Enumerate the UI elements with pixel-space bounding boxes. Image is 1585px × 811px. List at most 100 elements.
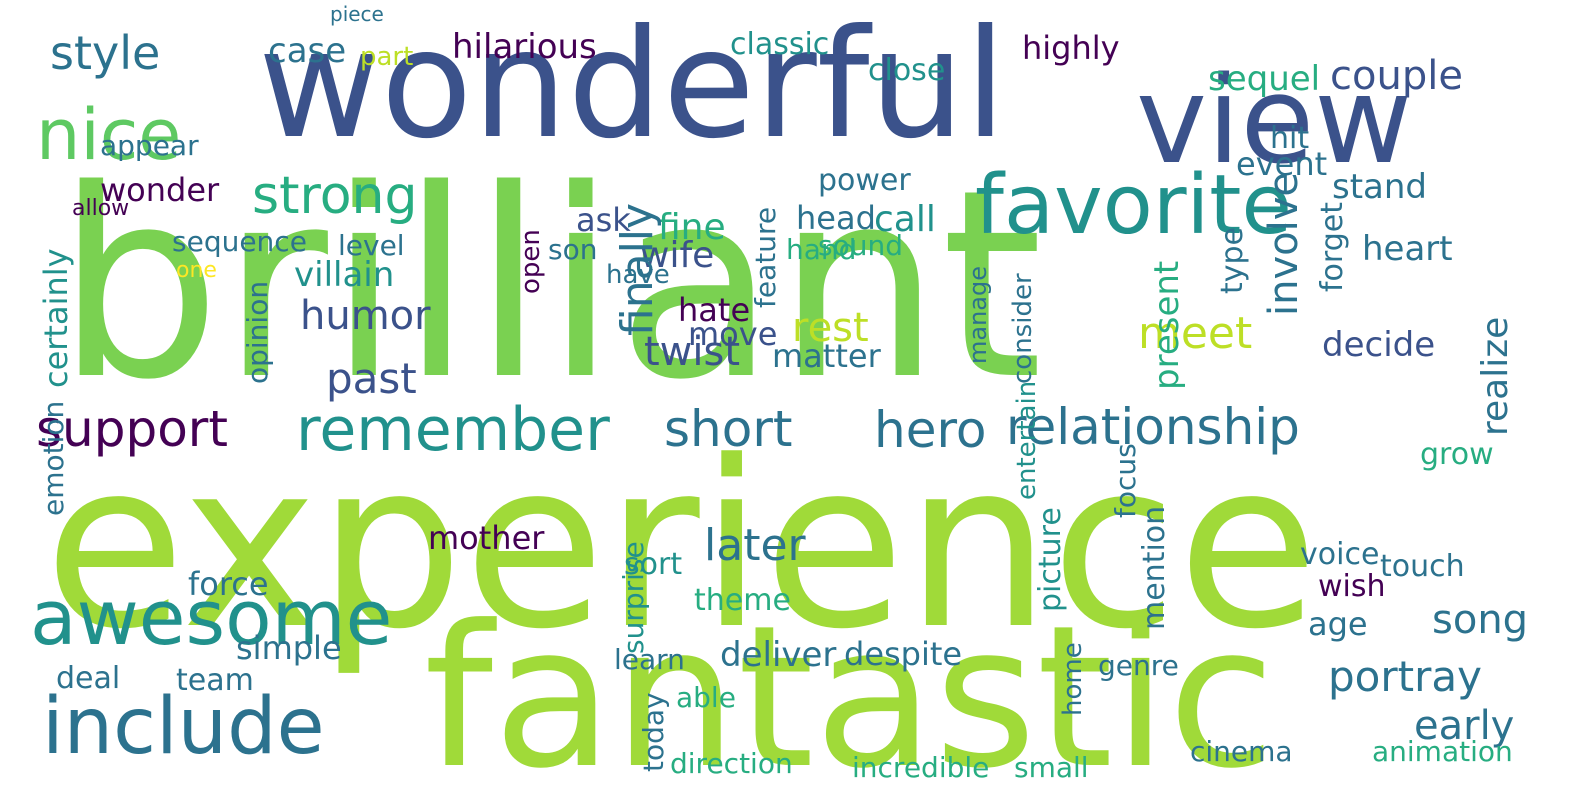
word-emotion: emotion (37, 400, 70, 516)
word-today: today (637, 692, 670, 772)
word-entertain: entertain (1012, 380, 1042, 500)
word-one: one (176, 258, 217, 283)
word-level: level (338, 229, 405, 262)
word-sound: sound (818, 229, 903, 262)
word-realize: realize (1475, 316, 1516, 436)
word-awesome: awesome (30, 573, 393, 662)
word-support: support (36, 400, 228, 458)
word-meet: meet (1138, 308, 1253, 359)
word-style: style (50, 26, 161, 80)
word-involve: involve (1261, 171, 1307, 316)
word-incredible: incredible (852, 751, 990, 784)
word-wonder: wonder (100, 171, 220, 209)
word-sort: sort (624, 547, 683, 582)
word-small: small (1014, 751, 1089, 784)
word-hit: hit (1270, 121, 1310, 156)
word-animation: animation (1372, 735, 1513, 768)
word-forget: forget (1315, 202, 1350, 292)
word-allow: allow (72, 196, 130, 221)
word-picture: picture (1033, 507, 1068, 612)
word-favorite: favorite (975, 158, 1292, 253)
word-decide: decide (1322, 325, 1436, 365)
word-surprise: surprise (617, 541, 650, 654)
word-view: view (1136, 52, 1413, 191)
word-fine: fine (658, 207, 726, 248)
word-team: team (176, 663, 254, 698)
word-mother: mother (428, 519, 545, 557)
word-fantastic: fantastic (424, 584, 1276, 811)
word-deliver: deliver (720, 635, 837, 675)
word-appear: appear (100, 129, 199, 162)
word-piece: piece (330, 2, 384, 26)
word-short: short (664, 400, 793, 458)
word-sequence: sequence (172, 225, 307, 258)
word-age: age (1308, 605, 1368, 643)
word-feature: feature (749, 206, 782, 308)
word-remember: remember (296, 395, 610, 465)
word-wish: wish (1318, 569, 1386, 604)
word-close: close (868, 53, 946, 88)
word-rest: rest (792, 305, 869, 351)
word-touch: touch (1380, 549, 1465, 584)
word-portray: portray (1328, 652, 1482, 701)
word-move: move (688, 315, 778, 353)
word-able: able (676, 681, 736, 714)
word-villain: villain (294, 255, 395, 295)
word-song: song (1432, 597, 1529, 643)
word-opinion: opinion (241, 280, 274, 384)
word-consider: consider (1008, 273, 1038, 384)
word-strong: strong (252, 166, 418, 226)
word-mention: mention (1137, 505, 1172, 630)
word-nice: nice (36, 94, 182, 176)
word-matter: matter (772, 337, 881, 375)
word-learn: learn (614, 643, 685, 676)
word-manage: manage (964, 265, 992, 364)
word-wonderful: wonderful (258, 0, 1007, 172)
word-later: later (704, 520, 806, 571)
word-wife: wife (640, 235, 715, 276)
word-hilarious: hilarious (452, 27, 597, 67)
word-twist: twist (644, 329, 741, 375)
word-relationship: relationship (1006, 398, 1300, 456)
word-past: past (326, 354, 417, 403)
word-type: type (1215, 226, 1250, 294)
word-direction: direction (670, 747, 793, 780)
word-present: present (1147, 260, 1187, 390)
word-hero: hero (874, 401, 987, 459)
word-deal: deal (56, 661, 121, 696)
word-hand: hand (786, 233, 857, 266)
word-brilliant: brilliant (56, 135, 1043, 437)
word-include: include (42, 682, 325, 772)
word-despite: despite (844, 635, 963, 673)
word-humor: humor (300, 293, 431, 339)
word-early: early (1414, 703, 1515, 749)
word-certainly: certainly (37, 248, 75, 388)
word-part: part (360, 42, 414, 72)
word-grow: grow (1420, 437, 1494, 472)
word-power: power (818, 163, 911, 198)
word-classic: classic (730, 27, 830, 62)
word-experience: experience (44, 413, 1319, 680)
word-stand: stand (1332, 167, 1428, 207)
word-focus: focus (1109, 443, 1142, 518)
word-simple: simple (236, 629, 342, 667)
word-home: home (1058, 642, 1088, 716)
word-hate: hate (678, 291, 751, 329)
word-open: open (516, 229, 546, 294)
word-call: call (874, 199, 936, 240)
word-son: son (548, 233, 598, 266)
word-theme: theme (694, 583, 791, 618)
word-have: have (606, 260, 670, 290)
word-head: head (796, 199, 876, 237)
word-ask: ask (576, 201, 631, 239)
word-case: case (268, 31, 347, 71)
word-voice: voice (1300, 537, 1380, 572)
word-heart: heart (1362, 229, 1453, 269)
word-force: force (188, 565, 269, 603)
word-event: event (1236, 145, 1328, 183)
word-couple: couple (1330, 53, 1463, 99)
word-highly: highly (1022, 29, 1120, 67)
word-sequel: sequel (1208, 59, 1321, 99)
word-genre: genre (1098, 649, 1179, 682)
